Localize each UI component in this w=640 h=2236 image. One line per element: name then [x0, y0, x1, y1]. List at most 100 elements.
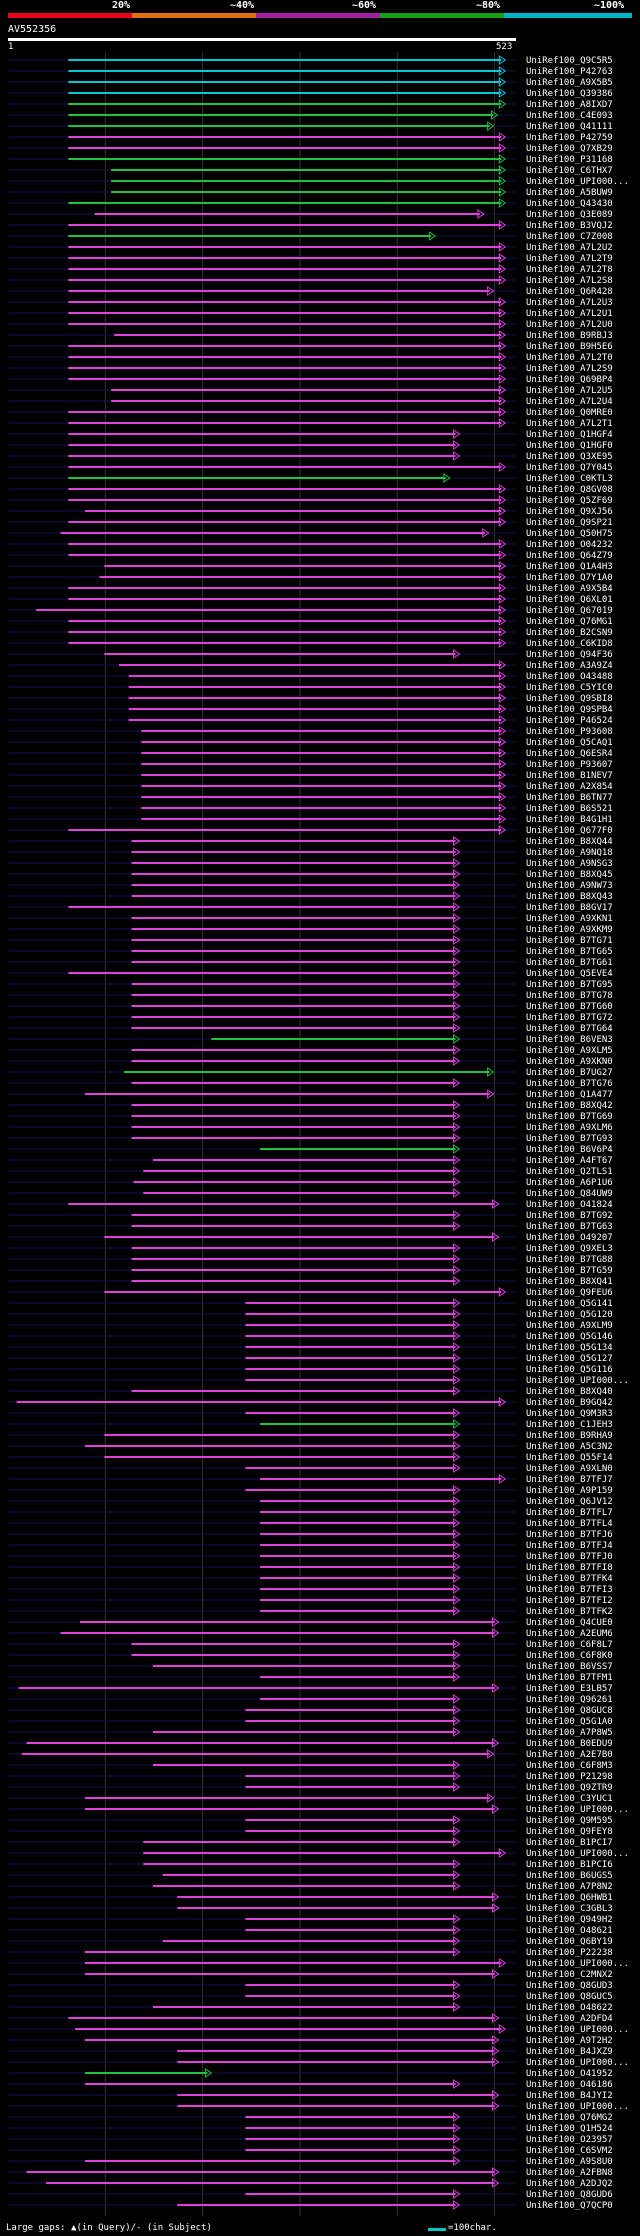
hit-label[interactable]: UniRef100_B1PCI6	[526, 1860, 613, 1870]
hit-label[interactable]: UniRef100_A3A9Z4	[526, 661, 613, 671]
hit-label[interactable]: UniRef100_Q55F14	[526, 1453, 613, 1463]
hit-label[interactable]: UniRef100_A2E7B0	[526, 1750, 613, 1760]
hit-label[interactable]: UniRef100_B4JYI2	[526, 2091, 613, 2101]
hit-label[interactable]: UniRef100_UPI000...	[526, 177, 629, 187]
hit-label[interactable]: UniRef100_Q8GUC8	[526, 1706, 613, 1716]
hit-label[interactable]: UniRef100_Q5G146	[526, 1332, 613, 1342]
hit-label[interactable]: UniRef100_Q6HWB1	[526, 1893, 613, 1903]
hit-label[interactable]: UniRef100_B8XQ41	[526, 1277, 613, 1287]
hit-label[interactable]: UniRef100_Q1HGF0	[526, 441, 613, 451]
hit-label[interactable]: UniRef100_Q1A4H3	[526, 562, 613, 572]
hit-label[interactable]: UniRef100_B7TFK2	[526, 1607, 613, 1617]
hit-label[interactable]: UniRef100_A2DFD4	[526, 2014, 613, 2024]
hit-label[interactable]: UniRef100_P31168	[526, 155, 613, 165]
hit-label[interactable]: UniRef100_B7TFI3	[526, 1585, 613, 1595]
hit-label[interactable]: UniRef100_B7TG69	[526, 1112, 613, 1122]
hit-label[interactable]: UniRef100_B4G1H1	[526, 815, 613, 825]
hit-label[interactable]: UniRef100_B7TG60	[526, 1002, 613, 1012]
hit-label[interactable]: UniRef100_Q9SPB4	[526, 705, 613, 715]
hit-label[interactable]: UniRef100_Q96261	[526, 1695, 613, 1705]
hit-label[interactable]: UniRef100_A7L2T8	[526, 265, 613, 275]
hit-label[interactable]: UniRef100_Q5ZF69	[526, 496, 613, 506]
hit-label[interactable]: UniRef100_A9X5B5	[526, 78, 613, 88]
hit-label[interactable]: UniRef100_A7P8W5	[526, 1728, 613, 1738]
hit-label[interactable]: UniRef100_Q76MG2	[526, 2113, 613, 2123]
hit-label[interactable]: UniRef100_C3YUC1	[526, 1794, 613, 1804]
hit-label[interactable]: UniRef100_B7TFM1	[526, 1673, 613, 1683]
hit-label[interactable]: UniRef100_Q5G120	[526, 1310, 613, 1320]
hit-label[interactable]: UniRef100_A2X854	[526, 782, 613, 792]
hit-label[interactable]: UniRef100_A9XLM9	[526, 1321, 613, 1331]
hit-label[interactable]: UniRef100_A7L2U1	[526, 309, 613, 319]
hit-label[interactable]: UniRef100_A7L2S9	[526, 364, 613, 374]
hit-label[interactable]: UniRef100_A2DJQ2	[526, 2179, 613, 2189]
hit-label[interactable]: UniRef100_Q9FEU6	[526, 1288, 613, 1298]
hit-label[interactable]: UniRef100_B7TFJ0	[526, 1552, 613, 1562]
hit-label[interactable]: UniRef100_Q2TLS1	[526, 1167, 613, 1177]
hit-label[interactable]: UniRef100_A7L2T0	[526, 353, 613, 363]
hit-label[interactable]: UniRef100_B7TFK4	[526, 1574, 613, 1584]
hit-label[interactable]: UniRef100_Q7XB29	[526, 144, 613, 154]
hit-label[interactable]: UniRef100_B7TG61	[526, 958, 613, 968]
hit-label[interactable]: UniRef100_B6VEN3	[526, 1035, 613, 1045]
hit-label[interactable]: UniRef100_A7P8N2	[526, 1882, 613, 1892]
hit-label[interactable]: UniRef100_B7TG95	[526, 980, 613, 990]
hit-label[interactable]: UniRef100_A2EUM6	[526, 1629, 613, 1639]
hit-label[interactable]: UniRef100_Q39386	[526, 89, 613, 99]
hit-label[interactable]: UniRef100_O23957	[526, 2135, 613, 2145]
hit-label[interactable]: UniRef100_B7TG63	[526, 1222, 613, 1232]
hit-label[interactable]: UniRef100_B7TG71	[526, 936, 613, 946]
hit-label[interactable]: UniRef100_Q69BP4	[526, 375, 613, 385]
hit-label[interactable]: UniRef100_A9XKN1	[526, 914, 613, 924]
hit-label[interactable]: UniRef100_A7L2T9	[526, 254, 613, 264]
hit-label[interactable]: UniRef100_O04232	[526, 540, 613, 550]
hit-label[interactable]: UniRef100_B8XQ42	[526, 1101, 613, 1111]
hit-label[interactable]: UniRef100_B7TFJ7	[526, 1475, 613, 1485]
hit-label[interactable]: UniRef100_B2CSN9	[526, 628, 613, 638]
hit-label[interactable]: UniRef100_Q5G1A0	[526, 1717, 613, 1727]
hit-label[interactable]: UniRef100_B7TFJ6	[526, 1530, 613, 1540]
hit-label[interactable]: UniRef100_B0EDU9	[526, 1739, 613, 1749]
hit-label[interactable]: UniRef100_C6F8M3	[526, 1761, 613, 1771]
hit-label[interactable]: UniRef100_A9X5B4	[526, 584, 613, 594]
hit-label[interactable]: UniRef100_C2MNX2	[526, 1970, 613, 1980]
hit-label[interactable]: UniRef100_P21298	[526, 1772, 613, 1782]
hit-label[interactable]: UniRef100_B6VSS7	[526, 1662, 613, 1672]
hit-label[interactable]: UniRef100_B9RHA9	[526, 1431, 613, 1441]
hit-label[interactable]: UniRef100_Q9FEY8	[526, 1827, 613, 1837]
hit-label[interactable]: UniRef100_Q7QCP0	[526, 2201, 613, 2211]
hit-label[interactable]: UniRef100_Q7Y045	[526, 463, 613, 473]
hit-label[interactable]: UniRef100_Q9SBI8	[526, 694, 613, 704]
hit-label[interactable]: UniRef100_B6V6P4	[526, 1145, 613, 1155]
hit-label[interactable]: UniRef100_Q5G127	[526, 1354, 613, 1364]
hit-label[interactable]: UniRef100_Q1HGF4	[526, 430, 613, 440]
hit-label[interactable]: UniRef100_Q9C5R5	[526, 56, 613, 66]
hit-label[interactable]: UniRef100_Q64Z79	[526, 551, 613, 561]
hit-label[interactable]: UniRef100_UPI000...	[526, 2102, 629, 2112]
hit-label[interactable]: UniRef100_B9GQ42	[526, 1398, 613, 1408]
hit-label[interactable]: UniRef100_UPI000...	[526, 2025, 629, 2035]
hit-label[interactable]: UniRef100_C4E093	[526, 111, 613, 121]
hit-label[interactable]: UniRef100_Q6BY19	[526, 1937, 613, 1947]
hit-label[interactable]: UniRef100_Q3XE95	[526, 452, 613, 462]
hit-label[interactable]: UniRef100_A9NSG3	[526, 859, 613, 869]
hit-label[interactable]: UniRef100_Q949H2	[526, 1915, 613, 1925]
hit-label[interactable]: UniRef100_B7TG59	[526, 1266, 613, 1276]
hit-label[interactable]: UniRef100_Q9ZTR9	[526, 1783, 613, 1793]
hit-label[interactable]: UniRef100_C6F8L7	[526, 1640, 613, 1650]
hit-label[interactable]: UniRef100_C6SVM2	[526, 2146, 613, 2156]
hit-label[interactable]: UniRef100_Q5G134	[526, 1343, 613, 1353]
hit-label[interactable]: UniRef100_Q6JV12	[526, 1497, 613, 1507]
hit-label[interactable]: UniRef100_A9XKM9	[526, 925, 613, 935]
hit-label[interactable]: UniRef100_B1NEV7	[526, 771, 613, 781]
hit-label[interactable]: UniRef100_O49207	[526, 1233, 613, 1243]
hit-label[interactable]: UniRef100_B1PCI7	[526, 1838, 613, 1848]
hit-label[interactable]: UniRef100_A7L2U4	[526, 397, 613, 407]
hit-label[interactable]: UniRef100_B7TG78	[526, 991, 613, 1001]
hit-label[interactable]: UniRef100_B7TG93	[526, 1134, 613, 1144]
hit-label[interactable]: UniRef100_E3LB57	[526, 1684, 613, 1694]
hit-label[interactable]: UniRef100_B3VQJ2	[526, 221, 613, 231]
hit-label[interactable]: UniRef100_Q6ESR4	[526, 749, 613, 759]
hit-label[interactable]: UniRef100_A7L2U5	[526, 386, 613, 396]
hit-label[interactable]: UniRef100_Q8GUD6	[526, 2190, 613, 2200]
